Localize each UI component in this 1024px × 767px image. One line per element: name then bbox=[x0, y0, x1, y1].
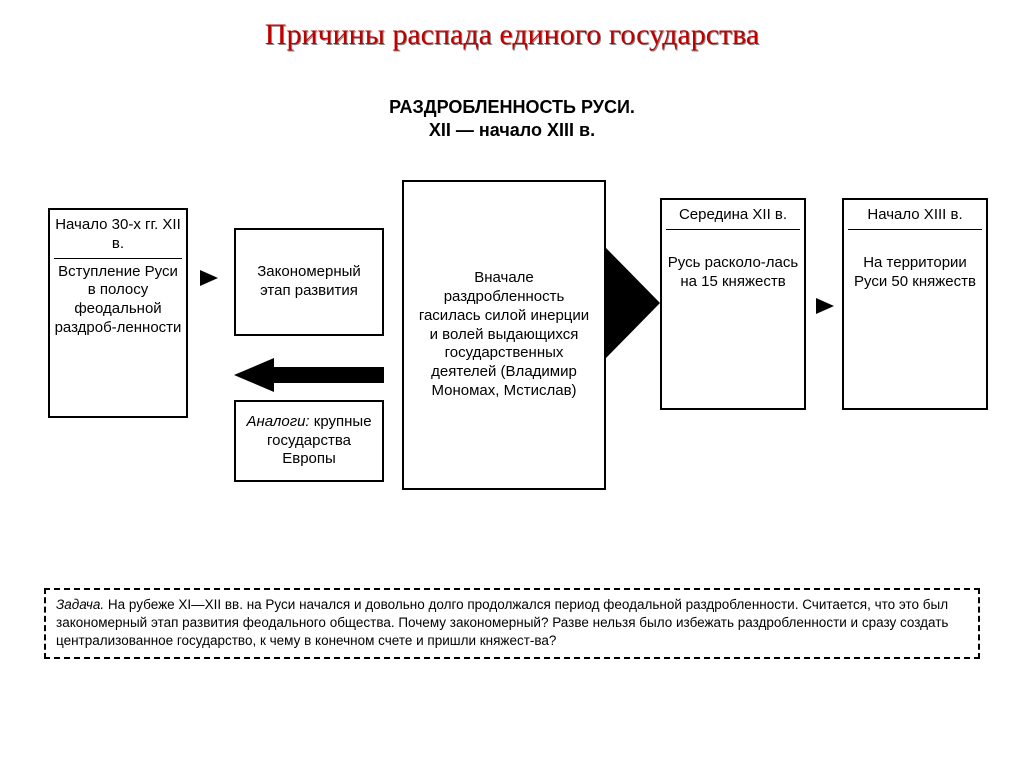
node-mid-body: Русь расколо-лась на 15 княжеств bbox=[666, 234, 800, 292]
subtitle-line2: XII — начало XIII в. bbox=[429, 120, 595, 140]
arrow-5-6 bbox=[816, 298, 834, 314]
node-analogs-body: Аналоги: крупные государства Европы bbox=[240, 413, 378, 469]
arrow-1-2 bbox=[200, 270, 218, 286]
page-title: Причины распада единого государства bbox=[0, 0, 1024, 52]
arrow-analogs-left bbox=[234, 358, 384, 392]
task-text: На рубеже XI—XII вв. на Руси начался и д… bbox=[56, 597, 948, 648]
node-inertia: Вначале раздробленность гасилась силой и… bbox=[402, 180, 606, 490]
node-start-header: Начало 30-х гг. XII в. bbox=[54, 216, 182, 259]
subtitle-line1: РАЗДРОБЛЕННОСТЬ РУСИ. bbox=[389, 97, 635, 117]
arrow-4-5 bbox=[606, 248, 660, 358]
node-mid-xii: Середина XII в. Русь расколо-лась на 15 … bbox=[660, 198, 806, 410]
node-inertia-body: Вначале раздробленность гасилась силой и… bbox=[414, 269, 594, 400]
task-box: Задача. На рубеже XI—XII вв. на Руси нач… bbox=[44, 588, 980, 659]
node-stage: Закономерный этап развития bbox=[234, 228, 384, 336]
node-stage-body: Закономерный этап развития bbox=[240, 263, 378, 301]
node-mid-header: Середина XII в. bbox=[666, 206, 800, 230]
node-analogs: Аналоги: крупные государства Европы bbox=[234, 400, 384, 482]
diagram-subtitle: РАЗДРОБЛЕННОСТЬ РУСИ. XII — начало XIII … bbox=[0, 96, 1024, 143]
node-start-xiii: Начало XIII в. На территории Руси 50 кня… bbox=[842, 198, 988, 410]
node-xiii-header: Начало XIII в. bbox=[848, 206, 982, 230]
node-start-30s: Начало 30-х гг. XII в. Вступление Руси в… bbox=[48, 208, 188, 418]
node-start-body: Вступление Руси в полосу феодальной разд… bbox=[54, 263, 182, 338]
node-xiii-body: На территории Руси 50 княжеств bbox=[848, 234, 982, 292]
flowchart: Начало 30-х гг. XII в. Вступление Руси в… bbox=[0, 180, 1024, 560]
task-label: Задача. bbox=[56, 597, 104, 612]
